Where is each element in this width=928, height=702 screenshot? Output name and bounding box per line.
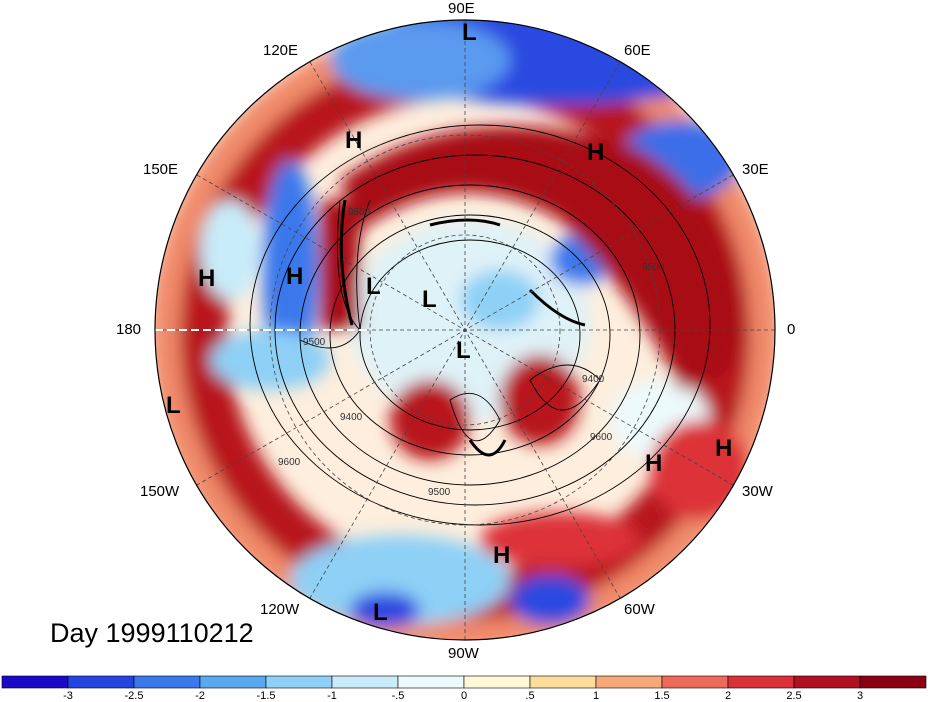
high-marker: H	[715, 435, 732, 462]
high-marker: H	[645, 450, 662, 477]
colorbar-swatch	[133, 675, 201, 689]
colorbar-swatch	[67, 675, 135, 689]
colorbar-tick-label: -.5	[392, 690, 405, 702]
lon-label-180: 180	[116, 321, 141, 338]
colorbar-swatch	[265, 675, 333, 689]
colorbar-swatch	[199, 675, 267, 689]
colorbar-swatch	[595, 675, 663, 689]
colorbar-tick-label: 2.5	[786, 690, 801, 702]
colorbar-tick-label: -2	[195, 690, 205, 702]
colorbar-swatch	[1, 675, 69, 689]
contour-label: 9500	[303, 337, 326, 348]
contour-label: 9400	[340, 412, 363, 423]
graticule	[155, 20, 775, 640]
high-marker: H	[493, 542, 510, 569]
high-marker: H	[286, 263, 303, 290]
colorbar-tick-label: 3	[857, 690, 863, 702]
lon-label-150e: 150E	[143, 161, 178, 178]
colorbar-swatch	[859, 675, 927, 689]
high-marker: H	[587, 139, 604, 166]
height-contours	[249, 124, 711, 526]
globe-outline	[154, 19, 776, 641]
colorbar-swatch	[661, 675, 729, 689]
colorbar-tick-label: -3	[63, 690, 73, 702]
colorbar-tick-label: -1.5	[257, 690, 276, 702]
jet-contours	[339, 199, 586, 457]
colorbar-swatch	[529, 675, 597, 689]
contour-label: 9500	[642, 262, 665, 273]
colorbar-swatch	[397, 675, 465, 689]
lon-label-90w: 90W	[448, 645, 480, 662]
low-marker: L	[166, 392, 181, 419]
lon-label-0: 0	[787, 321, 795, 338]
colorbar-tick-label: -1	[327, 690, 337, 702]
colorbar-swatch	[793, 675, 861, 689]
lon-label-30e: 30E	[742, 161, 769, 178]
colorbar-tick-label: 1.5	[654, 690, 669, 702]
low-marker: L	[366, 273, 381, 300]
colorbar-tick-label: 1	[593, 690, 599, 702]
colorbar-tick-label: 2	[725, 690, 731, 702]
lon-label-60e: 60E	[624, 42, 651, 59]
lon-label-90e: 90E	[448, 0, 475, 17]
low-marker: L	[456, 337, 471, 364]
colorbar: -3 -2.5 -2 -1.5 -1 -.5 0 .5 1 1.5 2 2.5 3	[1, 675, 927, 702]
contour-label: 9600	[278, 457, 301, 468]
colorbar-tick-label: -2.5	[125, 690, 144, 702]
lon-label-30w: 30W	[742, 483, 774, 500]
anomaly-field	[155, 20, 775, 640]
colorbar-tick-label: .5	[525, 690, 534, 702]
contour-label: 9500	[348, 207, 371, 218]
colorbar-swatch	[727, 675, 795, 689]
contour-label: 9600	[590, 432, 613, 443]
lon-label-120e: 120E	[263, 42, 298, 59]
lon-label-120w: 120W	[260, 601, 300, 618]
low-marker: L	[462, 19, 477, 46]
colorbar-swatch	[463, 675, 531, 689]
low-marker: L	[373, 599, 388, 626]
low-marker: L	[422, 286, 437, 313]
colorbar-swatch	[331, 675, 399, 689]
date-label: Day 1999110212	[50, 618, 254, 648]
lon-label-60w: 60W	[624, 601, 656, 618]
contour-label: 9400	[582, 374, 605, 385]
lon-label-150w: 150W	[140, 483, 180, 500]
contour-label: 9500	[428, 487, 451, 498]
high-marker: H	[345, 127, 362, 154]
high-marker: H	[198, 265, 215, 292]
colorbar-tick-label: 0	[461, 690, 467, 702]
